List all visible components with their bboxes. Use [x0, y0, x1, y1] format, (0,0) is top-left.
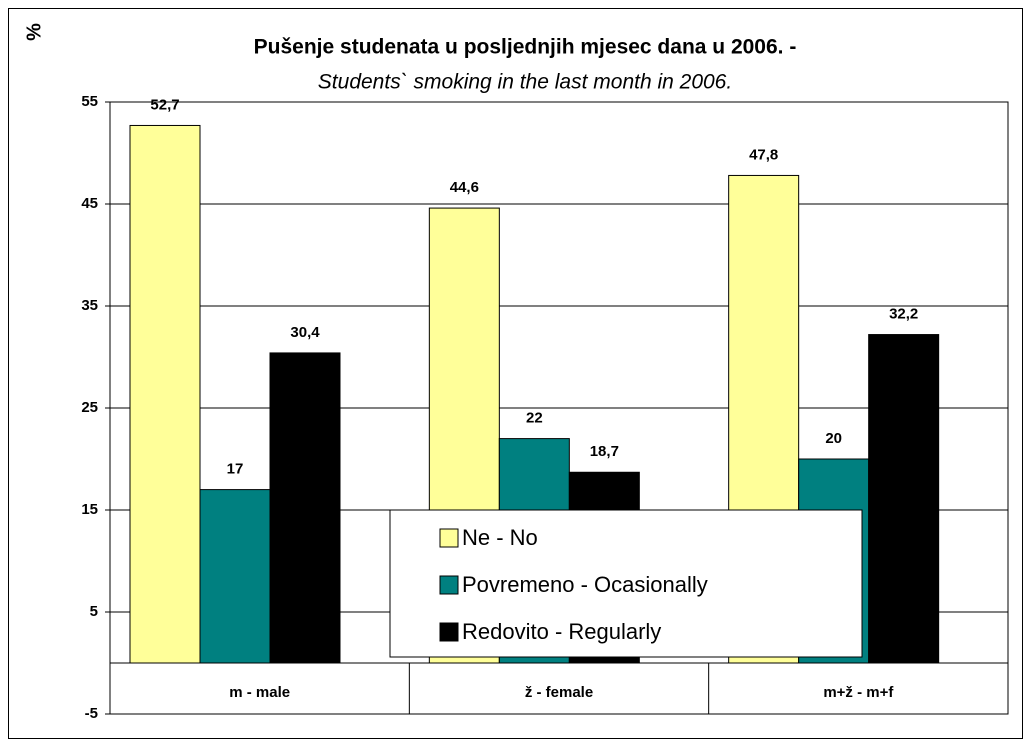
data-label: 20 [825, 430, 842, 447]
chart-title: Pušenje studenata u posljednjih mjesec d… [254, 36, 797, 59]
legend-swatch [439, 575, 459, 595]
legend-label: Redovito - Regularly [462, 619, 661, 644]
data-label: 47,8 [749, 146, 778, 163]
data-label: 18,7 [590, 443, 619, 460]
y-tick-label: 5 [90, 603, 98, 620]
y-axis-label: % [23, 23, 45, 41]
y-tick-label: 25 [81, 399, 98, 416]
y-tick-label: 45 [81, 195, 98, 212]
y-tick-label: -5 [85, 705, 98, 722]
bar [129, 124, 201, 664]
x-tick-label: m - male [229, 684, 290, 701]
chart-subtitle: Students` smoking in the last month in 2… [318, 71, 732, 94]
data-label: 44,6 [450, 179, 479, 196]
legend-swatch [439, 528, 459, 548]
bar [199, 489, 271, 664]
x-tick-label: ž - female [525, 684, 593, 701]
legend-swatch [439, 622, 459, 642]
data-label: 22 [526, 410, 543, 427]
legend-label: Povremeno - Ocasionally [462, 572, 708, 597]
data-label: 17 [227, 461, 244, 478]
y-tick-label: 55 [81, 93, 98, 110]
legend-label: Ne - No [462, 525, 538, 550]
bar [868, 334, 940, 664]
data-label: 30,4 [290, 324, 320, 341]
y-tick-label: 35 [81, 297, 98, 314]
x-tick-label: m+ž - m+f [823, 684, 894, 701]
bar [269, 352, 341, 664]
legend [389, 509, 863, 658]
data-label: 32,2 [889, 306, 918, 323]
y-tick-label: 15 [81, 501, 98, 518]
data-label: 52,7 [150, 96, 179, 113]
